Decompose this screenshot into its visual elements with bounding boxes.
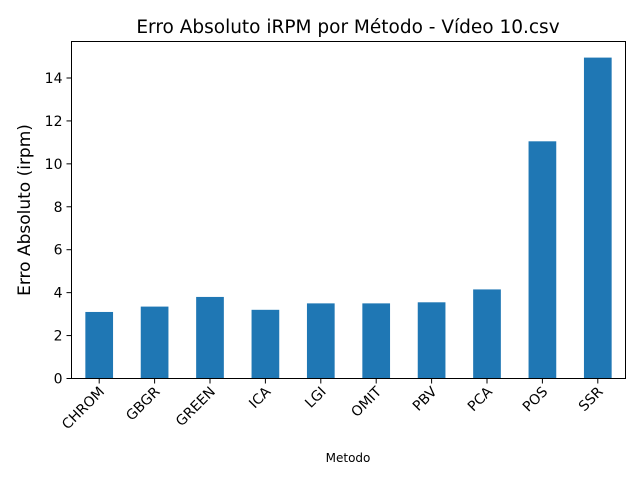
x-tick-label-pbv: PBV (410, 384, 441, 415)
x-tick-label-chrom: CHROM (59, 384, 108, 433)
bar-chrom (85, 311, 114, 379)
y-tick-label: 6 (54, 243, 63, 259)
bar-gbgr (140, 306, 169, 379)
y-tick-label: 10 (45, 157, 63, 173)
x-tick-label-gbgr: GBGR (123, 384, 163, 424)
x-tick-label-lgi: LGI (302, 384, 329, 411)
y-axis-ticks: 0 2 4 6 8 10 12 14 (45, 71, 72, 388)
bar-ssr (583, 57, 612, 379)
x-tick-label-pca: PCA (465, 384, 496, 415)
x-tick-label-omit: OMIT (348, 384, 385, 421)
y-tick-label: 2 (54, 329, 63, 345)
y-tick-label: 4 (54, 286, 63, 302)
x-tick-label-green: GREEN (173, 384, 219, 430)
plot-area-frame (71, 41, 626, 379)
bar-ica (251, 309, 280, 379)
x-tick-label-ica: ICA (246, 384, 274, 412)
chart-title: Erro Absoluto iRPM por Método - Vídeo 10… (136, 17, 559, 38)
x-axis-label: Metodo (326, 451, 371, 465)
x-tick-label-ssr: SSR (576, 384, 607, 415)
bar-omit (362, 303, 391, 379)
bar-pca (473, 289, 501, 379)
bar-lgi (306, 303, 335, 379)
x-tick-label-pos: POS (520, 384, 551, 415)
y-tick-label: 0 (54, 372, 63, 388)
y-tick-label: 8 (54, 200, 63, 216)
bar-pbv (417, 302, 446, 379)
bars-group (85, 57, 612, 379)
bar-green (196, 296, 224, 379)
y-tick-label: 14 (45, 71, 63, 87)
y-axis-label: Erro Absoluto (irpm) (15, 124, 35, 296)
x-axis-ticks: CHROM GBGR GREEN ICA LGI OMIT PBV PCA POS SSR (59, 378, 607, 433)
bar-pos (528, 141, 557, 379)
y-tick-label: 12 (45, 114, 63, 130)
